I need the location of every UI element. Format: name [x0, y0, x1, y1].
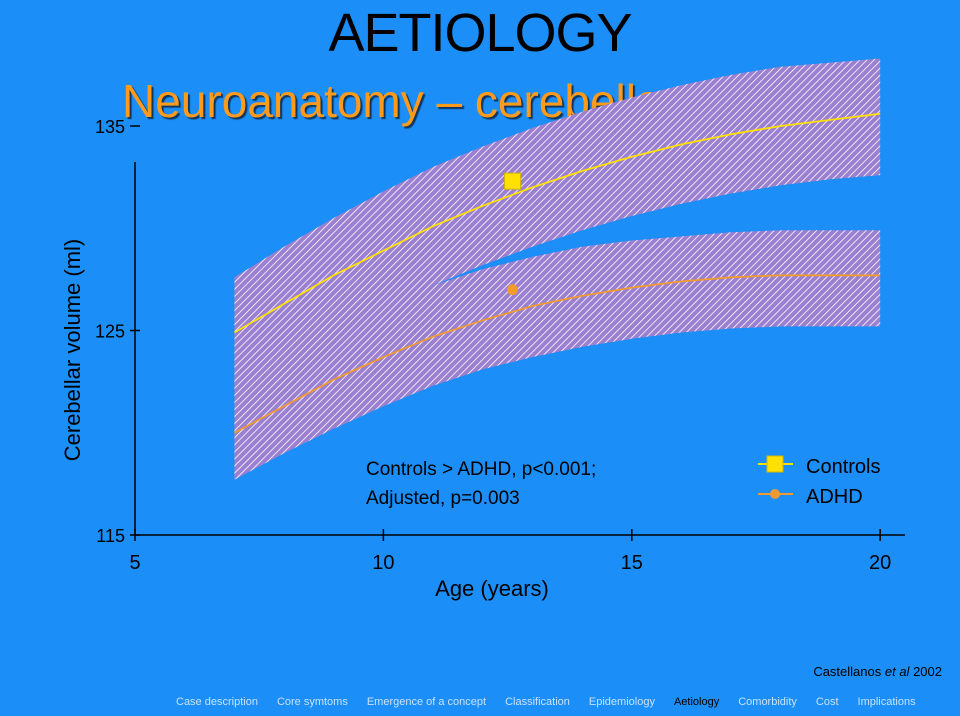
- axis-ticks: 115 125 135 5 10 15 20: [95, 117, 891, 574]
- adhd-mean-point: [507, 284, 519, 296]
- citation: Castellanos et al 2002: [813, 664, 942, 679]
- adhd-confidence-band: [234, 230, 881, 480]
- controls-confidence-band: [234, 58, 881, 386]
- citation-authors: Castellanos: [813, 664, 882, 679]
- legend-adhd-label: ADHD: [806, 486, 863, 508]
- controls-mean-point: [504, 172, 522, 190]
- nav-item-classification[interactable]: Classification: [505, 696, 570, 708]
- legend-controls-marker: [766, 455, 784, 473]
- controls-trend-line: [233, 112, 881, 334]
- nav-item-epidemiology[interactable]: Epidemiology: [588, 696, 655, 708]
- citation-etal: et al: [884, 664, 910, 679]
- citation-year: 2002: [913, 664, 942, 679]
- series-lines: [233, 112, 881, 434]
- legend-adhd-marker: [770, 489, 780, 499]
- nav-item-aetiology[interactable]: Aetiology: [673, 696, 720, 708]
- legend: Controls ADHD: [758, 455, 880, 508]
- y-tick-label: 125: [95, 322, 125, 342]
- nav-item-emergence-of-a-concept[interactable]: Emergence of a concept: [366, 696, 487, 708]
- x-tick-label: 5: [129, 552, 140, 574]
- section-navigation: Case description Core symtoms Emergence of…: [176, 696, 935, 708]
- nav-item-core-symtoms[interactable]: Core symtoms: [276, 696, 348, 708]
- y-tick-label: 135: [95, 117, 125, 137]
- chart-axes: [134, 162, 905, 536]
- mean-points: [504, 172, 522, 296]
- annotation-line-1: Controls > ADHD, p<0.001;: [366, 459, 596, 480]
- x-tick-label: 20: [869, 552, 891, 574]
- adhd-trend-line: [233, 274, 881, 434]
- x-tick-label: 15: [621, 552, 643, 574]
- annotation-line-2: Adjusted, p=0.003: [366, 488, 520, 509]
- nav-item-comorbidity[interactable]: Comorbidity: [738, 696, 797, 708]
- nav-item-cost[interactable]: Cost: [815, 696, 839, 708]
- nav-item-implications[interactable]: Implications: [857, 696, 916, 708]
- nav-item-case-description[interactable]: Case description: [176, 696, 258, 708]
- slide-title: AETIOLOGY: [328, 3, 632, 63]
- confidence-bands: [234, 58, 881, 480]
- y-tick-label: 115: [96, 526, 125, 546]
- x-axis-label: Age (years): [435, 576, 549, 601]
- x-tick-label: 10: [372, 552, 394, 574]
- legend-controls-label: Controls: [806, 456, 880, 478]
- y-axis-label: Cerebellar volume (ml): [60, 239, 85, 462]
